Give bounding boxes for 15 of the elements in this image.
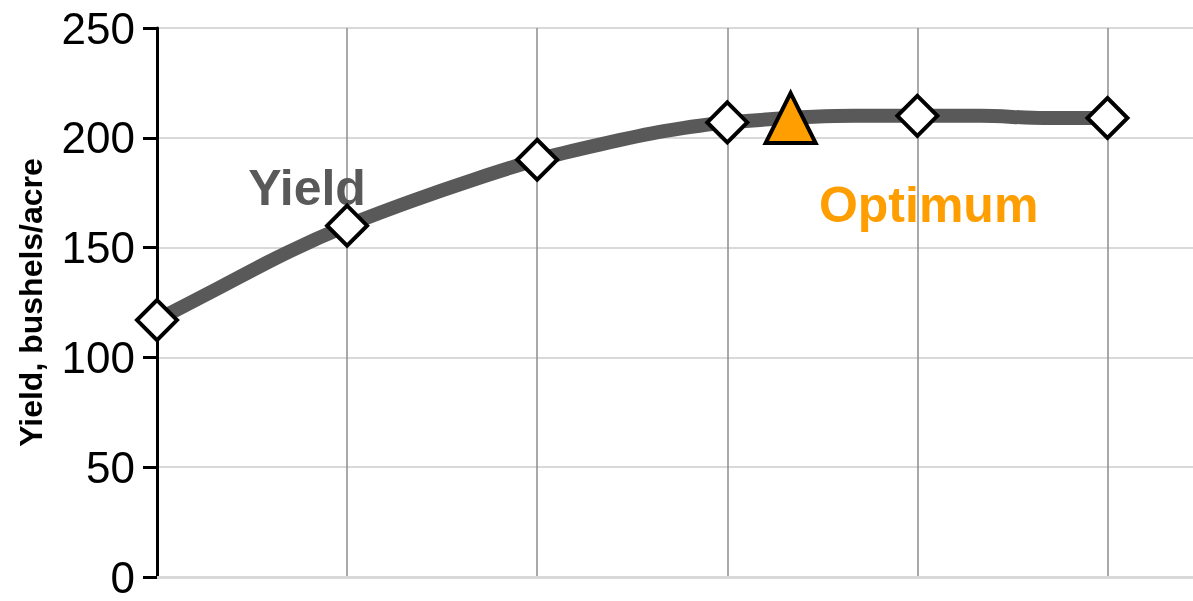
series-label: Yield <box>248 159 366 216</box>
y-tick-label: 50 <box>86 442 135 492</box>
y-tick-label: 100 <box>61 332 135 382</box>
y-tick-label: 0 <box>110 552 135 601</box>
y-tick-label: 150 <box>61 223 135 273</box>
point <box>1085 96 1130 141</box>
y-tick-label: 200 <box>61 113 135 163</box>
series-label: Optimum <box>818 177 1039 234</box>
point <box>135 298 179 343</box>
y-tick-label: 250 <box>61 3 135 53</box>
y-axis-title: Yield, bushels/acre <box>13 158 49 447</box>
point <box>515 137 560 182</box>
point <box>895 93 940 138</box>
point <box>325 203 370 248</box>
point <box>705 100 750 145</box>
